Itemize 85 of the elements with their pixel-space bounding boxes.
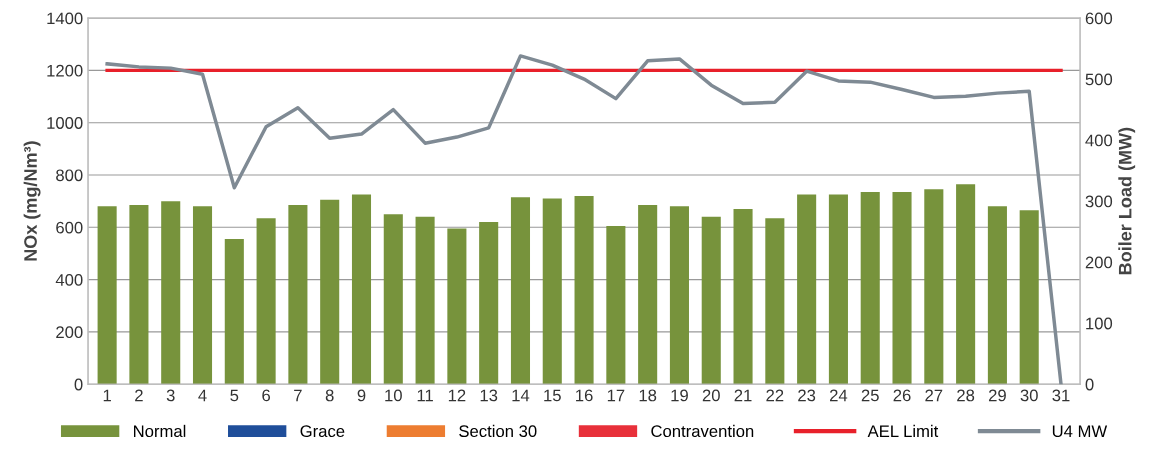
bar <box>192 206 213 385</box>
x-tick-label: 16 <box>576 389 593 402</box>
line-series <box>105 54 1063 385</box>
x-tick-label: 3 <box>166 389 175 402</box>
bar <box>510 197 531 385</box>
x-tick-label: 28 <box>957 389 975 402</box>
x-tick-label: 26 <box>893 389 911 402</box>
x-tick-label: 15 <box>544 389 561 402</box>
y-tick-label: 0 <box>74 378 83 391</box>
bar <box>669 206 689 385</box>
y-tick-label: 1200 <box>47 64 83 77</box>
legend-label: Contravention <box>651 424 754 438</box>
x-tick-label: 25 <box>861 389 879 402</box>
y-axis-title: NOx (mg/Nm³) <box>23 141 41 261</box>
bar <box>924 189 944 385</box>
bar <box>860 191 880 385</box>
x-tick-label: 11 <box>417 389 433 402</box>
x-tick-label: 20 <box>702 389 720 402</box>
x-tick-label: 22 <box>766 389 784 402</box>
y2-tick-label: 500 <box>1085 73 1113 86</box>
x-tick-label: 29 <box>988 389 1006 402</box>
bar <box>224 239 244 385</box>
x-tick-label: 9 <box>357 389 366 402</box>
bar <box>638 205 658 385</box>
bar <box>765 218 785 385</box>
bar <box>161 201 181 385</box>
bar <box>479 222 499 385</box>
y2-tick-label: 300 <box>1085 195 1113 208</box>
y2-tick-label: 0 <box>1085 378 1094 391</box>
bar <box>1019 210 1039 385</box>
legend-label: AEL Limit <box>867 424 939 438</box>
y2-tick-label: 400 <box>1085 134 1113 147</box>
bar <box>574 195 594 385</box>
x-tick-label: 2 <box>135 389 143 402</box>
bar <box>987 206 1007 385</box>
bar <box>606 225 626 385</box>
y-tick-label: 1000 <box>47 117 83 129</box>
y-tick-label: 600 <box>56 221 83 234</box>
bar <box>701 216 721 385</box>
x-tick-label: 7 <box>294 389 302 402</box>
x-tick-label: 14 <box>512 389 530 402</box>
y2-tick-label: 200 <box>1085 256 1113 269</box>
x-tick-label: 24 <box>830 389 848 402</box>
x-tick-label: 1 <box>103 389 111 402</box>
y-tick-label: 400 <box>55 274 83 286</box>
bar <box>542 198 562 385</box>
bar <box>256 218 276 385</box>
bar <box>288 205 308 385</box>
y2-tick-label: 100 <box>1086 317 1113 330</box>
x-tick-label: 23 <box>798 389 816 402</box>
x-tick-label: 4 <box>198 389 207 402</box>
x-tick-label: 27 <box>925 389 943 402</box>
x-tick-label: 10 <box>385 389 402 402</box>
bar <box>383 214 403 385</box>
x-tick-label: 19 <box>671 389 688 402</box>
x-tick-label: 18 <box>639 389 657 402</box>
x-tick-label: 17 <box>607 389 625 402</box>
x-tick-label: 12 <box>448 389 466 402</box>
legend-label: U4 MW <box>1052 425 1108 438</box>
y-tick-label: 800 <box>56 169 83 182</box>
y2-tick-label: 600 <box>1085 12 1113 25</box>
legend-label: Section 30 <box>459 424 537 438</box>
bar <box>733 208 753 385</box>
bar <box>97 206 117 385</box>
bar <box>415 216 435 385</box>
legend-label: Normal <box>134 424 186 438</box>
bar <box>828 194 848 385</box>
bar <box>797 194 817 385</box>
y2-axis-title: Boiler Load (MW) <box>1118 127 1136 275</box>
y-tick-label: 1400 <box>47 12 83 25</box>
bar <box>892 191 912 385</box>
bar <box>956 184 976 385</box>
x-tick-label: 31 <box>1052 389 1070 402</box>
x-tick-label: 6 <box>262 389 271 402</box>
legend-label: Grace <box>300 425 345 438</box>
x-tick-label: 8 <box>325 389 334 402</box>
bar <box>351 194 372 385</box>
x-tick-label: 5 <box>230 389 239 402</box>
x-tick-label: 30 <box>1020 389 1038 402</box>
bar <box>320 199 340 385</box>
bar <box>129 205 149 385</box>
y-tick-label: 200 <box>56 326 83 339</box>
bar <box>447 228 467 385</box>
x-tick-label: 13 <box>480 389 498 402</box>
x-tick-label: 21 <box>734 389 752 402</box>
